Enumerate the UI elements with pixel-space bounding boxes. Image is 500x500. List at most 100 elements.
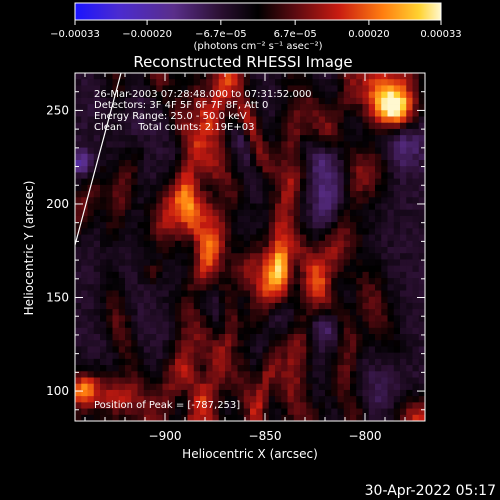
heatmap-cell [281,309,288,316]
heatmap-cell [375,85,382,93]
heatmap-cell [393,315,401,322]
heatmap-cell [406,153,413,161]
heatmap-cell [156,166,163,173]
heatmap-cell [100,97,107,105]
heatmap-cell [325,73,332,80]
heatmap-cell [200,402,207,409]
heatmap-cell [237,85,245,93]
heatmap-cell [93,315,101,322]
heatmap-cell [212,191,220,198]
heatmap-cell [406,141,413,148]
heatmap-cell [75,247,82,254]
heatmap-cell [225,247,232,254]
heatmap-cell [312,228,320,235]
heatmap-cell [250,240,257,248]
heatmap-cell [81,365,88,372]
heatmap-cell [275,116,282,124]
heatmap-cell [181,346,188,354]
heatmap-cell [281,128,288,136]
heatmap-cell [368,228,376,235]
heatmap-cell [231,278,238,285]
heatmap-cell [275,240,282,248]
heatmap-cell [393,184,401,192]
heatmap-cell [293,265,301,273]
heatmap-cell [150,128,157,136]
heatmap-cell [306,228,313,235]
heatmap-cell [275,290,282,298]
heatmap-cell [131,352,138,360]
heatmap-cell [100,377,107,385]
heatmap-cell [300,296,307,304]
heatmap-cell [87,247,95,254]
heatmap-cell [300,402,307,409]
heatmap-cell [200,414,207,421]
heatmap-cell [106,160,113,167]
heatmap-cell [118,128,126,136]
heatmap-cell [131,271,138,279]
heatmap-cell [187,377,195,385]
heatmap-cell [137,358,145,366]
heatmap-cell [100,334,107,341]
heatmap-cell [156,383,163,391]
heatmap-cell [331,253,338,260]
heatmap-cell [218,184,226,192]
heatmap-cell [156,147,163,155]
heatmap-cell [200,396,207,403]
heatmap-cell [187,402,195,409]
heatmap-cell [175,222,182,229]
heatmap-cell [87,389,95,397]
heatmap-cell [331,215,338,223]
heatmap-cell [306,365,313,372]
heatmap-cell [237,296,245,304]
heatmap-cell [187,247,195,254]
heatmap-cell [393,240,401,248]
heatmap-cell [118,365,126,372]
heatmap-cell [318,340,326,347]
heatmap-cell [212,122,220,130]
heatmap-cell [200,128,207,136]
heatmap-cell [225,408,232,416]
heatmap-cell [356,135,363,142]
heatmap-cell [137,147,145,155]
heatmap-cell [262,302,270,310]
heatmap-cell [300,352,307,360]
heatmap-cell [187,265,195,273]
heatmap-cell [106,128,113,136]
heatmap-cell [393,172,401,180]
heatmap-cell [118,160,126,167]
heatmap-cell [306,91,313,99]
heatmap-cell [312,104,320,111]
heatmap-cell [87,240,95,248]
heatmap-cell [100,222,107,229]
heatmap-cell [362,166,370,173]
heatmap-cell [287,104,295,111]
heatmap-cell [200,135,207,142]
heatmap-cell [87,321,95,329]
heatmap-cell [418,73,425,80]
heatmap-cell [137,396,145,403]
heatmap-cell [362,135,370,142]
heatmap-cell [293,234,301,242]
heatmap-cell [331,160,338,167]
heatmap-cell [356,222,363,229]
heatmap-cell [250,265,257,273]
heatmap-cell [350,209,357,217]
heatmap-cell [200,141,207,148]
heatmap-cell [143,321,151,329]
heatmap-cell [212,209,220,217]
colorbar-tick-label: 0.00033 [420,29,461,40]
heatmap-cell [343,104,351,111]
heatmap-cell [262,110,270,117]
heatmap-cell [87,284,95,291]
heatmap-cell [275,365,282,372]
heatmap-cell [137,259,145,267]
heatmap-cell [262,172,270,180]
heatmap-cell [106,240,113,248]
heatmap-cell [356,234,363,242]
heatmap-cell [225,321,232,329]
heatmap-cell [93,371,101,378]
heatmap-cell [293,215,301,223]
heatmap-cell [162,160,170,167]
heatmap-cell [175,247,182,254]
heatmap-cell [256,203,263,211]
